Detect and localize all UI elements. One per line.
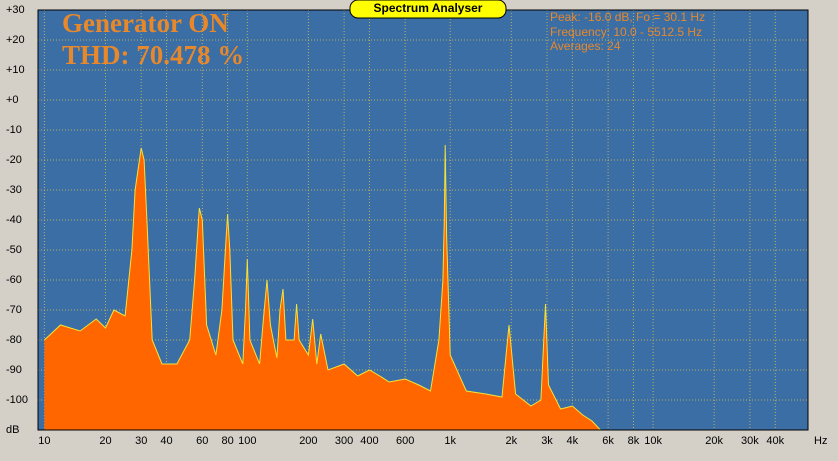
y-tick-label: -100	[6, 394, 28, 406]
x-tick-label: 80	[222, 435, 234, 447]
x-tick-label: 1k	[444, 435, 456, 447]
x-tick-label: 100	[238, 435, 256, 447]
x-tick-label: 10k	[644, 435, 662, 447]
y-axis-label: dB	[6, 424, 19, 436]
x-tick-label: 30k	[741, 435, 759, 447]
x-tick-label: 600	[396, 435, 414, 447]
y-tick-label: +10	[6, 64, 25, 76]
x-tick-label: 40k	[766, 435, 784, 447]
x-tick-label: 20k	[705, 435, 723, 447]
x-tick-label: 40	[160, 435, 172, 447]
x-tick-label: 8k	[628, 435, 640, 447]
y-tick-label: -80	[6, 334, 22, 346]
y-tick-label: -30	[6, 184, 22, 196]
chart-title: Spectrum Analyser	[374, 1, 483, 15]
x-tick-label: 2k	[505, 435, 517, 447]
annotation: Peak: -16.0 dB, Fo = 30.1 Hz	[550, 10, 705, 24]
y-tick-label: -70	[6, 304, 22, 316]
annotation: Averages: 24	[550, 39, 621, 53]
x-tick-label: 10	[38, 435, 50, 447]
x-tick-label: 30	[135, 435, 147, 447]
x-tick-label: 4k	[567, 435, 579, 447]
annotation: THD: 70.478 %	[62, 40, 244, 70]
y-tick-label: -40	[6, 214, 22, 226]
annotation: Generator ON	[62, 8, 229, 38]
x-axis-label: Hz	[814, 435, 827, 447]
y-tick-label: -90	[6, 364, 22, 376]
x-tick-label: 3k	[541, 435, 553, 447]
y-tick-label: -60	[6, 274, 22, 286]
y-tick-label: +30	[6, 4, 25, 16]
y-tick-label: -50	[6, 244, 22, 256]
x-tick-label: 60	[196, 435, 208, 447]
y-tick-label: +20	[6, 34, 25, 46]
y-tick-label: +0	[6, 94, 19, 106]
x-tick-label: 400	[360, 435, 378, 447]
x-tick-label: 6k	[602, 435, 614, 447]
y-tick-label: -20	[6, 154, 22, 166]
y-tick-label: -10	[6, 124, 22, 136]
spectrum-line	[44, 144, 601, 431]
x-tick-label: 20	[99, 435, 111, 447]
x-tick-label: 300	[335, 435, 353, 447]
title-box	[349, 0, 507, 19]
x-tick-label: 200	[299, 435, 317, 447]
spectrum-area	[44, 145, 601, 430]
annotation: Frequency: 10.0 - 5512.5 Hz	[550, 25, 702, 39]
